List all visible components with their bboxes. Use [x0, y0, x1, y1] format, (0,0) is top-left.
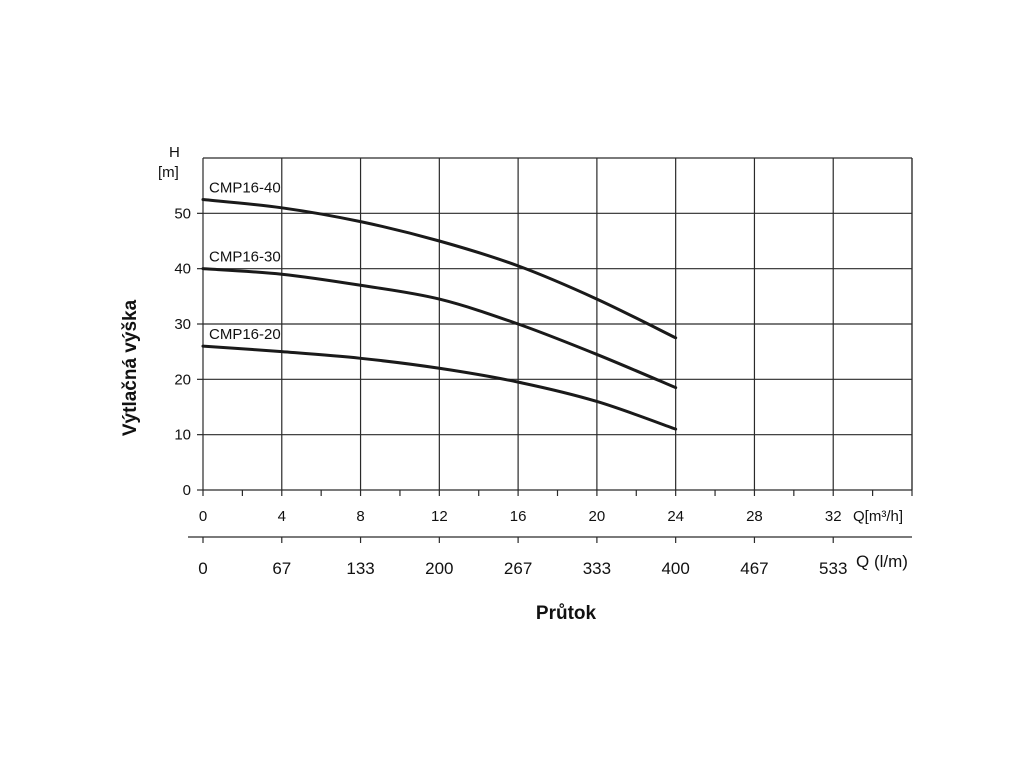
x2-unit-label: Q (l/m): [856, 552, 908, 571]
x2-tick-label: 467: [740, 559, 768, 578]
x2-tick-labels: 0 67 133 200 267 333 400 467 533: [198, 559, 847, 578]
y-tick-labels: 0 10 20 30 40 50: [174, 205, 191, 499]
x2-tick-label: 0: [198, 559, 207, 578]
y-unit-label: [m]: [158, 164, 179, 181]
x-tick-label: 12: [431, 508, 448, 525]
series-label-cmp16-40: CMP16-40: [209, 180, 281, 197]
y-unit-letter: H: [169, 144, 180, 161]
series-labels: CMP16-40 CMP16-30 CMP16-20: [209, 180, 281, 344]
grid: [188, 157, 913, 543]
series-line-cmp16-40: [201, 198, 678, 340]
x2-tick-label: 400: [661, 559, 689, 578]
y-tick-label: 0: [183, 482, 191, 499]
series-line-cmp16-30: [201, 267, 678, 390]
x2-tick-label: 533: [819, 559, 847, 578]
x-tick-label: 4: [278, 508, 286, 525]
x-tick-label: 28: [746, 508, 763, 525]
x-tick-label: 20: [589, 508, 606, 525]
x-tick-label: 8: [356, 508, 364, 525]
y-tick-label: 10: [174, 427, 191, 444]
x-tick-label: 24: [667, 508, 684, 525]
y-tick-label: 50: [174, 205, 191, 222]
x-unit-label: Q[m³/h]: [853, 508, 903, 525]
x2-tick-label: 200: [425, 559, 453, 578]
x2-tick-label: 67: [272, 559, 291, 578]
y-tick-label: 30: [174, 316, 191, 333]
x-tick-labels: 0 4 8 12 16 20 24 28 32: [199, 508, 842, 525]
x-tick-label: 0: [199, 508, 207, 525]
x2-tick-label: 267: [504, 559, 532, 578]
x-tick-label: 16: [510, 508, 527, 525]
series-curves: [201, 198, 678, 431]
series-label-cmp16-20: CMP16-20: [209, 326, 281, 343]
x-tick-label: 32: [825, 508, 842, 525]
y-tick-label: 40: [174, 261, 191, 278]
series-label-cmp16-30: CMP16-30: [209, 249, 281, 266]
x-axis-title: Průtok: [536, 603, 597, 624]
y-axis-title: Výtlačná výška: [120, 299, 141, 436]
x2-tick-label: 133: [346, 559, 374, 578]
x2-tick-label: 333: [583, 559, 611, 578]
y-tick-label: 20: [174, 371, 191, 388]
series-line-cmp16-20: [201, 344, 678, 431]
